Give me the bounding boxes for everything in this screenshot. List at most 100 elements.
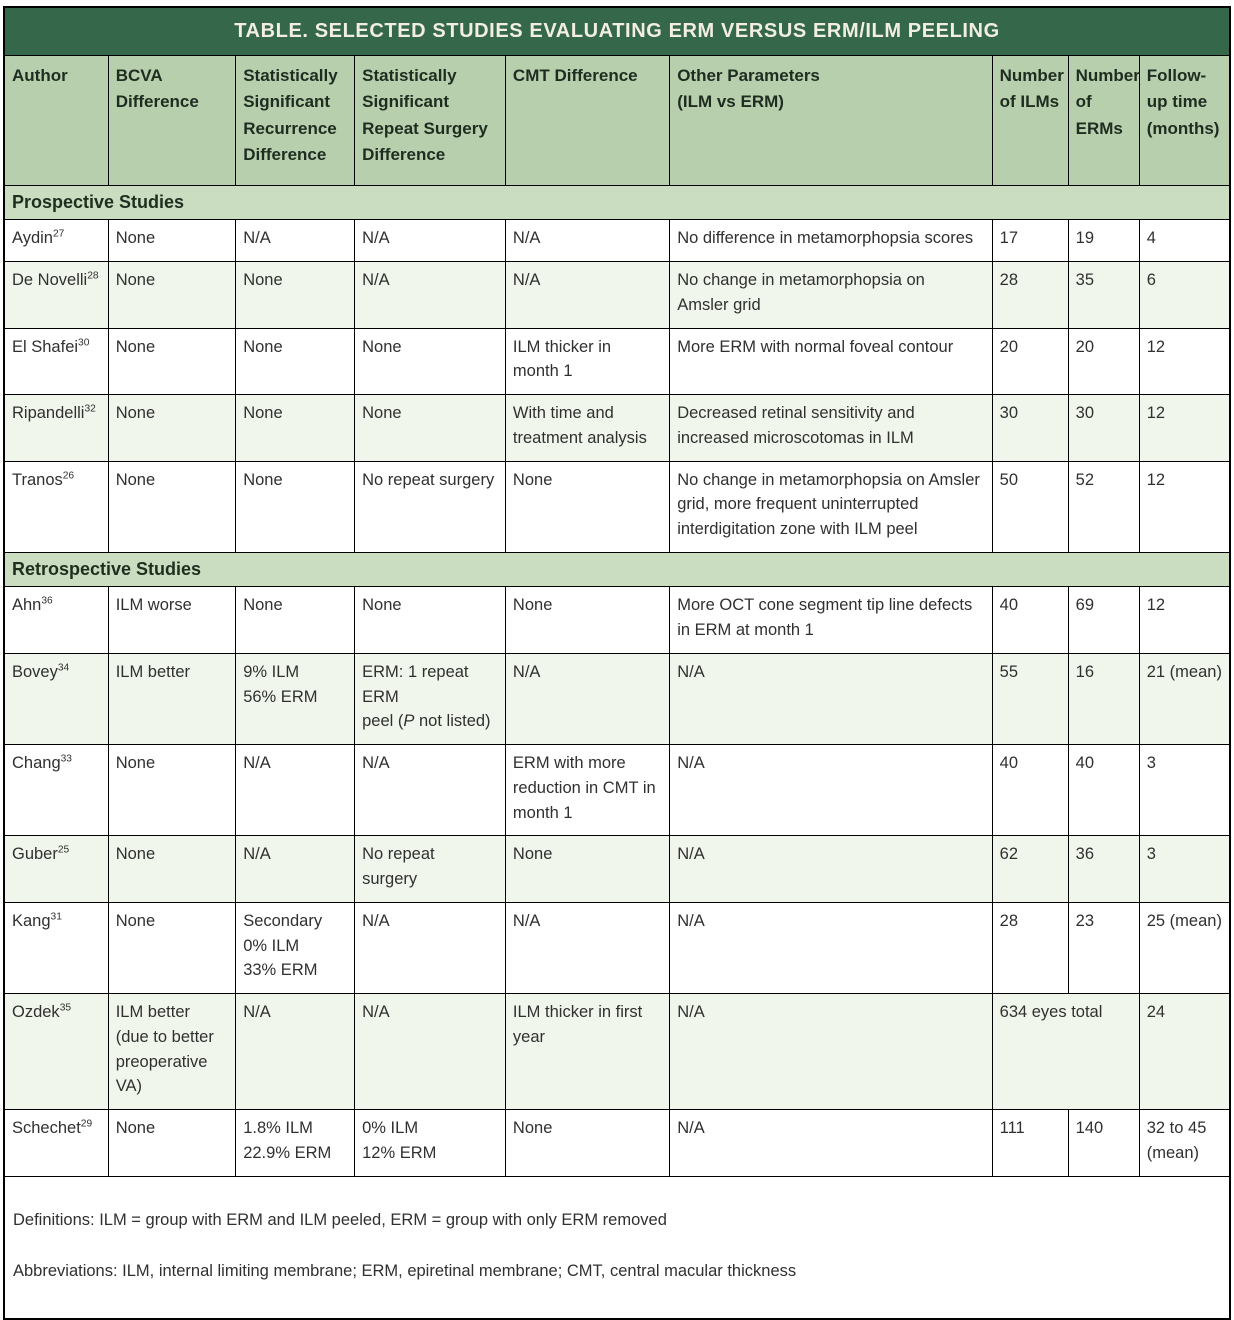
table-cell: 140: [1067, 1109, 1140, 1177]
table-row: Ahn36 ILM worse None None None More OCT cone …: [3, 586, 1231, 654]
column-header-other-parameters: Other Parameters (ILM vs ERM): [669, 55, 993, 186]
table-cell: ILM better: [107, 652, 237, 746]
table-cell: None: [107, 835, 237, 903]
table-cell: N/A: [669, 744, 993, 837]
table-row: Bovey34 ILM better 9% ILM 56% ERM ERM: 1 re…: [3, 652, 1231, 746]
author-cell: Schechet29: [3, 1109, 109, 1177]
table-cell: N/A: [669, 1109, 993, 1177]
table-cell: 28: [991, 261, 1069, 329]
table-cell: 24: [1138, 993, 1231, 1111]
table-cell: More ERM with normal foveal contour: [669, 327, 993, 396]
table-row: De Novelli28 None None N/A N/A No change in m…: [3, 261, 1231, 329]
table-cell: 52: [1067, 460, 1140, 553]
table-cell: 12: [1138, 394, 1231, 462]
table-cell: Secondary 0% ILM 33% ERM: [235, 901, 356, 995]
column-header-number-of-ilms: Number of ILMs: [991, 55, 1069, 186]
footer-row: Definitions: ILM = group with ERM and IL…: [3, 1175, 1231, 1320]
citation-superscript: 30: [78, 337, 90, 349]
table-cell: ERM: 1 repeat ERM peel (P not listed): [354, 652, 506, 746]
table-cell: N/A: [235, 993, 356, 1111]
table-cell: 12: [1138, 460, 1231, 553]
table-cell: ILM worse: [107, 586, 237, 654]
table-cell: N/A: [504, 219, 671, 263]
table-body: Prospective Studies Aydin27 None N/A N/A N/A N…: [3, 184, 1231, 1177]
column-header-follow-up-time: Follow- up time (months): [1138, 55, 1231, 186]
table-cell: None: [354, 327, 506, 396]
section-row: Retrospective Studies: [3, 551, 1231, 588]
table-cell: 36: [1067, 835, 1140, 903]
table-row: Ripandelli32 None None None With time and tr…: [3, 394, 1231, 462]
column-header-bcva-difference: BCVA Difference: [107, 55, 237, 186]
table-cell: 0% ILM 12% ERM: [354, 1109, 506, 1177]
table-row: Kang31 None Secondary 0% ILM 33% ERM N/A N/A…: [3, 901, 1231, 995]
table-cell: None: [107, 901, 237, 995]
table-cell: 62: [991, 835, 1069, 903]
title-row: TABLE. SELECTED STUDIES EVALUATING ERM V…: [3, 6, 1231, 56]
table-cell: N/A: [235, 744, 356, 837]
table-cell: ILM thicker in first year: [504, 993, 671, 1111]
table-cell: 111: [991, 1109, 1069, 1177]
footnote-abbreviations: Abbreviations: ILM, internal limiting me…: [13, 1262, 797, 1281]
author-cell: Kang31: [3, 901, 109, 995]
table-cell: No repeat surgery: [354, 835, 506, 903]
citation-superscript: 35: [59, 1002, 72, 1014]
section-label: Prospective Studies: [3, 184, 1231, 221]
table-cell: None: [107, 394, 237, 462]
table-cell: More OCT cone segment tip line defects i…: [669, 586, 993, 654]
table-row: Aydin27 None N/A N/A N/A No difference in met…: [3, 219, 1231, 263]
table-cell: 35: [1067, 261, 1140, 329]
table-cell: Decreased retinal sensitivity and increa…: [669, 394, 993, 462]
table-cell: 21 (mean): [1138, 652, 1231, 746]
column-header-recurrence-difference: Statistically Significant Recurrence Dif…: [235, 55, 356, 186]
footnote-cell: Definitions: ILM = group with ERM and IL…: [3, 1175, 1231, 1320]
table-cell: N/A: [504, 652, 671, 746]
table-cell: 16: [1067, 652, 1140, 746]
citation-superscript: 29: [80, 1118, 93, 1130]
author-cell: Aydin27: [3, 219, 109, 263]
table-cell: None: [235, 261, 356, 329]
table-cell: None: [504, 1109, 671, 1177]
citation-superscript: 28: [87, 270, 99, 282]
citation-superscript: 32: [84, 403, 96, 415]
author-cell: Chang33: [3, 744, 109, 837]
table-cell: 3: [1138, 744, 1231, 837]
studies-table: TABLE. SELECTED STUDIES EVALUATING ERM V…: [3, 6, 1231, 1320]
table-cell: With time and treatment analysis: [504, 394, 671, 462]
table-cell: None: [504, 586, 671, 654]
section-row: Prospective Studies: [3, 184, 1231, 221]
table-cell: 12: [1138, 586, 1231, 654]
table-cell: No change in metamorphopsia on Amsler gr…: [669, 261, 993, 329]
citation-superscript: 31: [50, 911, 62, 923]
table-cell: 3: [1138, 835, 1231, 903]
table-cell: N/A: [669, 835, 993, 903]
footnote-definitions: Definitions: ILM = group with ERM and IL…: [13, 1211, 667, 1230]
table-cell: N/A: [354, 219, 506, 263]
table-cell: None: [235, 460, 356, 553]
table-cell: None: [107, 1109, 237, 1177]
table-cell: 20: [1067, 327, 1140, 396]
citation-superscript: 27: [52, 228, 65, 240]
table-cell: 50: [991, 460, 1069, 553]
table-cell: No repeat surgery: [354, 460, 506, 553]
column-header-author: Author: [3, 55, 109, 186]
column-header-number-of-erms: Number of ERMs: [1067, 55, 1140, 186]
table-cell: 25 (mean): [1138, 901, 1231, 995]
table-cell: 32 to 45 (mean): [1138, 1109, 1231, 1177]
table-cell: No change in metamorphopsia on Amsler gr…: [669, 460, 993, 553]
table-cell: None: [354, 586, 506, 654]
table-cell: 40: [991, 586, 1069, 654]
table-cell: 634 eyes total: [991, 993, 1140, 1111]
table-row: Chang33 None N/A N/A ERM with more reduction…: [3, 744, 1231, 837]
author-cell: Tranos26: [3, 460, 109, 553]
table-cell: N/A: [504, 261, 671, 329]
table-cell: N/A: [669, 652, 993, 746]
page: TABLE. SELECTED STUDIES EVALUATING ERM V…: [3, 6, 1231, 1320]
table-row: Guber25 None N/A No repeat surgery None N/A 62…: [3, 835, 1231, 903]
table-cell: 19: [1067, 219, 1140, 263]
table-cell: None: [235, 394, 356, 462]
citation-superscript: 25: [57, 844, 70, 856]
table-cell: 6: [1138, 261, 1231, 329]
citation-superscript: 26: [62, 470, 75, 482]
table-cell: 9% ILM 56% ERM: [235, 652, 356, 746]
table-cell: N/A: [235, 835, 356, 903]
